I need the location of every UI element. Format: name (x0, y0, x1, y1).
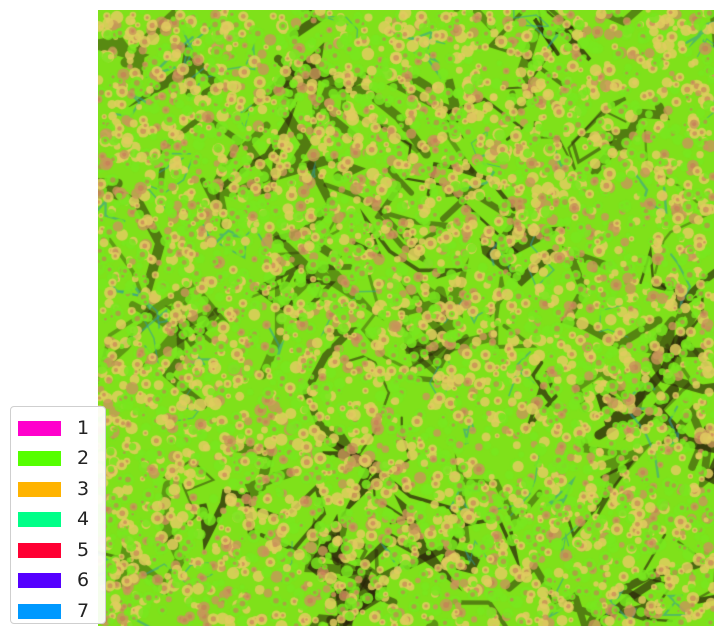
legend-item-1: 1 (11, 413, 105, 444)
tissue-image (98, 10, 714, 626)
legend-swatch (18, 420, 61, 436)
legend-item-7: 7 (11, 596, 105, 627)
legend-label: 3 (77, 477, 90, 500)
legend: 1 2 3 4 5 6 7 (10, 406, 106, 624)
legend-label: 1 (77, 416, 90, 439)
legend-swatch (18, 451, 61, 467)
legend-label: 7 (77, 599, 90, 622)
legend-item-5: 5 (11, 535, 105, 566)
legend-swatch (18, 542, 61, 558)
legend-item-3: 3 (11, 474, 105, 505)
legend-label: 2 (77, 447, 90, 470)
legend-label: 6 (77, 569, 90, 592)
legend-item-4: 4 (11, 505, 105, 536)
tissue-canvas (98, 10, 714, 626)
legend-swatch (18, 481, 61, 497)
legend-swatch (18, 603, 61, 619)
legend-item-6: 6 (11, 566, 105, 597)
legend-item-2: 2 (11, 444, 105, 475)
legend-label: 5 (77, 538, 90, 561)
legend-label: 4 (77, 508, 90, 531)
legend-swatch (18, 512, 61, 528)
legend-swatch (18, 573, 61, 589)
